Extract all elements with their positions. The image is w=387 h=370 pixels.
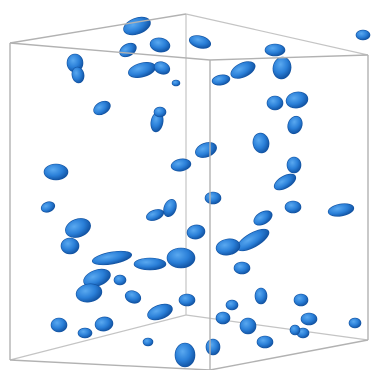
isosurface-blob bbox=[146, 209, 164, 221]
bounding-box-back-edges bbox=[9, 13, 369, 361]
isosurface-blob bbox=[71, 66, 85, 84]
isosurface-blob bbox=[284, 200, 302, 214]
isosurface-blob bbox=[174, 342, 196, 368]
isosurface-blob bbox=[195, 142, 217, 158]
isosurface-blob bbox=[236, 228, 270, 252]
isosurface-blob bbox=[266, 95, 284, 111]
isosurface-blob bbox=[43, 163, 69, 181]
isosurface-blob bbox=[289, 324, 301, 336]
box-edge bbox=[9, 314, 187, 361]
isosurface-blob bbox=[287, 115, 303, 135]
box-edge bbox=[9, 13, 187, 44]
isosurface-blob bbox=[272, 56, 292, 80]
bounding-box-front-edges bbox=[9, 13, 369, 370]
box-edge bbox=[209, 54, 369, 61]
isosurface-blob bbox=[239, 317, 257, 335]
isosurface-blob bbox=[273, 173, 297, 191]
isosurface-blob bbox=[153, 106, 167, 118]
isosurface-blob bbox=[149, 37, 171, 53]
isosurface-blob bbox=[233, 261, 251, 275]
isosurface-blob bbox=[264, 43, 286, 57]
isosurface-blob bbox=[204, 191, 222, 205]
isosurface-blob bbox=[142, 337, 154, 347]
box-edge bbox=[9, 359, 211, 370]
isosurface-blob bbox=[60, 237, 80, 255]
isosurface-blob bbox=[119, 42, 137, 58]
isosurface-blob bbox=[166, 247, 196, 269]
isosurface-blob bbox=[253, 210, 273, 226]
isosurface-blob bbox=[252, 132, 270, 154]
isosurface-blob bbox=[124, 290, 142, 304]
isosurface-blob bbox=[133, 257, 167, 271]
isosurface-blob bbox=[215, 311, 231, 325]
isosurface-blob bbox=[171, 79, 181, 87]
isosurface-blob bbox=[94, 316, 114, 332]
isosurface-blob bbox=[254, 287, 268, 305]
isosurface-blob bbox=[128, 62, 156, 78]
isosurface-blob bbox=[170, 158, 192, 172]
isosurface-blob bbox=[225, 299, 239, 311]
isosurface-blob bbox=[355, 29, 371, 41]
isosurface-blob bbox=[327, 203, 355, 217]
box-edge bbox=[185, 13, 369, 56]
box-edge bbox=[209, 339, 369, 370]
isosurface-blob bbox=[215, 238, 241, 256]
isosurface-blob bbox=[205, 338, 221, 356]
isosurface-blob bbox=[178, 293, 196, 307]
isosurface-blob bbox=[300, 312, 318, 326]
isosurface-blob bbox=[153, 61, 171, 75]
isosurface-blob bbox=[186, 224, 206, 240]
isosurface-blob bbox=[40, 201, 56, 213]
isosurface-blob bbox=[163, 198, 177, 218]
box-edge bbox=[9, 42, 211, 61]
isosurface-blob bbox=[65, 218, 91, 238]
isosurface-blob bbox=[75, 283, 103, 303]
isosurface-blob bbox=[285, 91, 309, 109]
isosurface-blob bbox=[293, 293, 309, 307]
isosurface-blob bbox=[286, 156, 302, 174]
box-edge bbox=[185, 314, 369, 341]
isosurface-blob bbox=[50, 317, 68, 333]
isosurface-blob bbox=[348, 317, 362, 329]
isosurface-blob bbox=[211, 74, 231, 86]
isosurface-blob bbox=[256, 335, 274, 349]
isosurface-blob bbox=[147, 303, 173, 321]
isosurface-blob bbox=[113, 274, 127, 286]
isosurface-blob bbox=[91, 250, 133, 266]
isosurface-blob bbox=[188, 35, 212, 49]
isosurface-blob bbox=[93, 100, 111, 116]
isosurface-blob bbox=[77, 327, 93, 339]
isosurface-blob bbox=[123, 16, 151, 36]
isosurface-blob bbox=[83, 268, 111, 288]
isosurface-blobs bbox=[40, 16, 371, 368]
isosurface-blob bbox=[230, 61, 256, 79]
